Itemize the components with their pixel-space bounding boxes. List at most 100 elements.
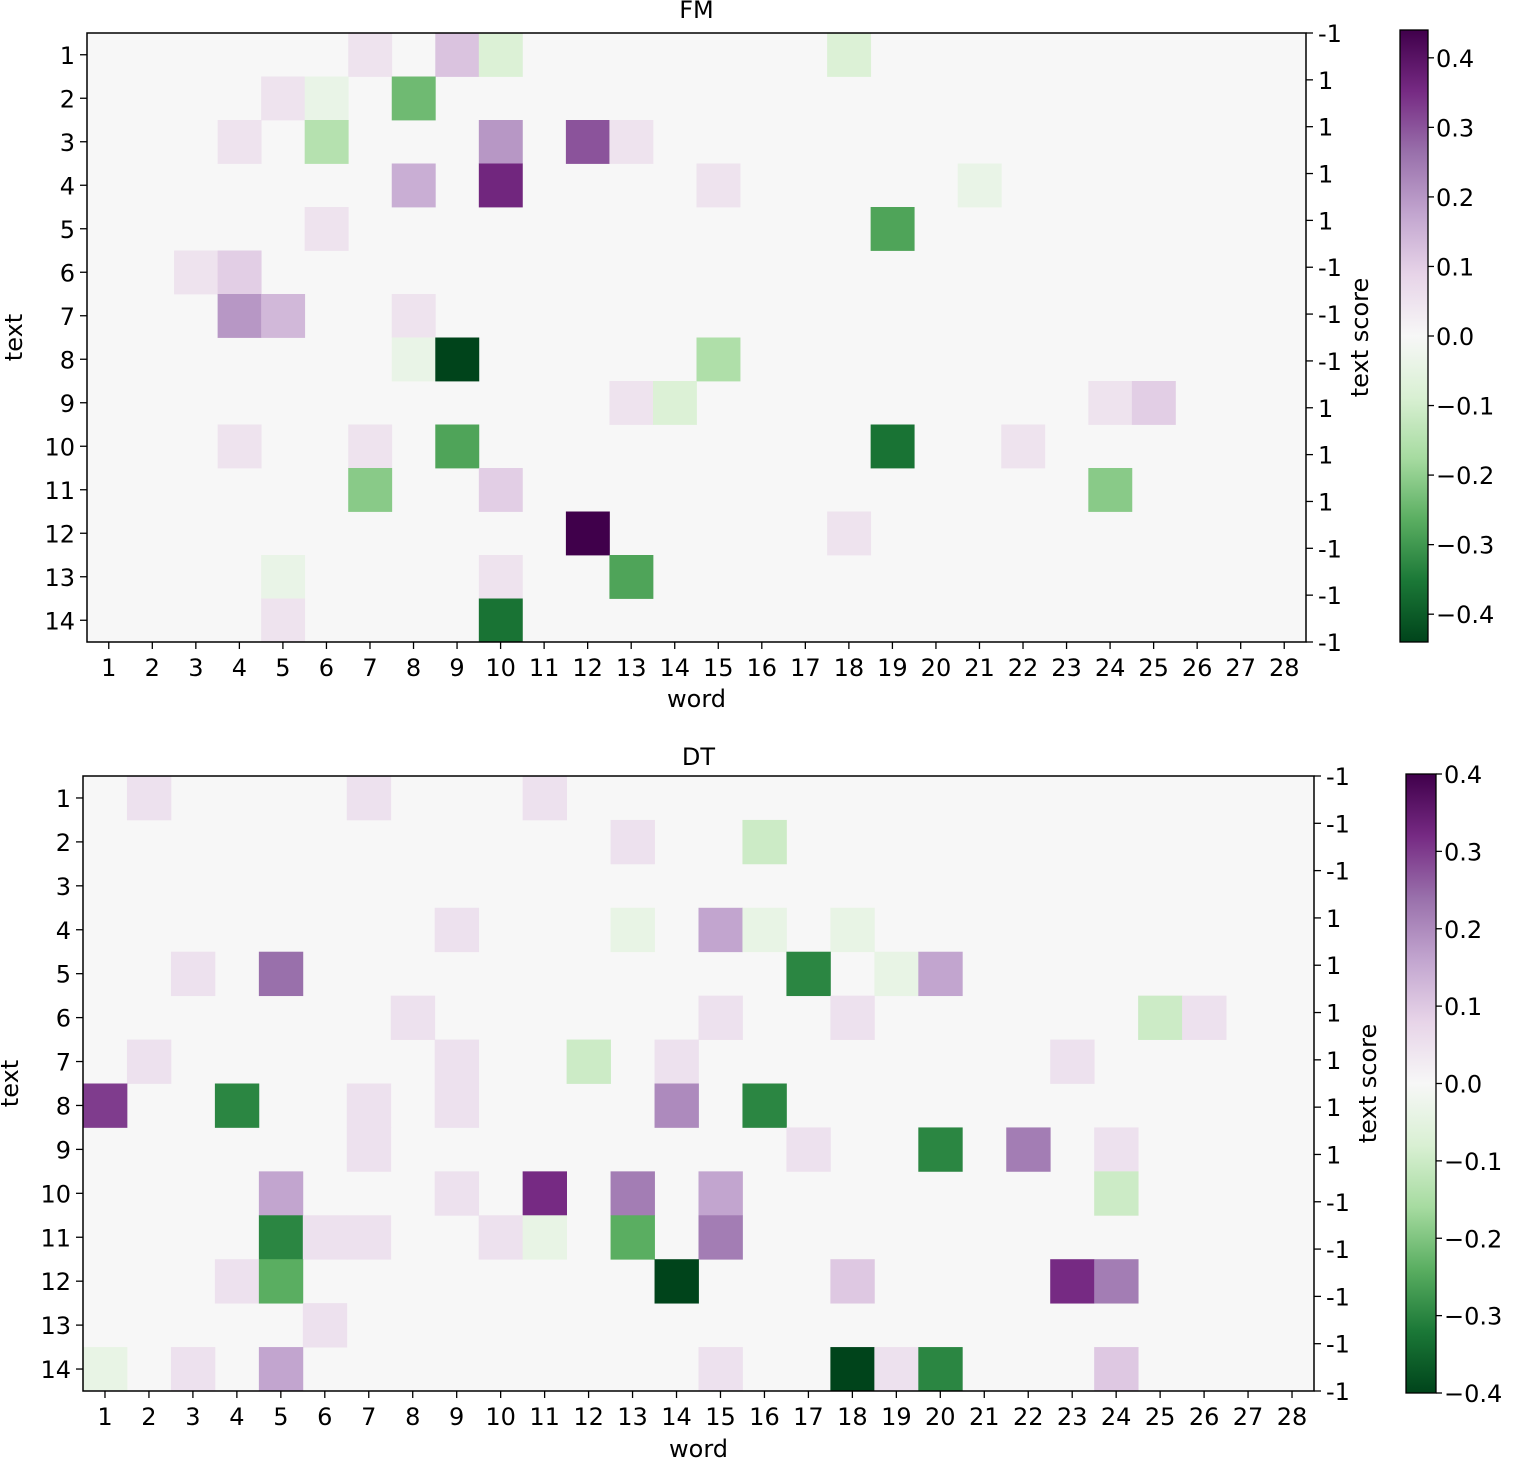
heatmap-cell — [258, 1347, 304, 1392]
text-score-label: 1 — [1318, 488, 1333, 516]
y-tick-label: 11 — [40, 1224, 71, 1252]
x-tick-label: 11 — [529, 654, 560, 682]
heatmap-cell — [304, 76, 349, 121]
x-tick-label: 24 — [1095, 654, 1126, 682]
heatmap-cell — [786, 1127, 831, 1172]
text-score-label: 1 — [1326, 1047, 1341, 1075]
heatmap-cell — [830, 1259, 875, 1304]
heatmap-cell — [698, 1171, 743, 1216]
heatmap-cell — [261, 294, 306, 338]
heatmap-cell — [610, 819, 655, 865]
text-score-label: -1 — [1326, 1331, 1350, 1359]
colorbar-tick-label: 0.3 — [1436, 114, 1474, 142]
x-tick-label: 7 — [361, 1403, 376, 1431]
heatmap-cell — [217, 250, 262, 295]
text-score-label: 1 — [1318, 395, 1333, 423]
heatmap-cell — [214, 1259, 260, 1304]
x-axis-label: word — [667, 685, 726, 713]
x-tick-label: 10 — [485, 1403, 516, 1431]
heatmap-cell — [742, 1083, 787, 1128]
y-tick-label: 9 — [56, 1136, 71, 1164]
y-tick-label: 10 — [44, 433, 75, 461]
x-tick-label: 1 — [97, 1403, 112, 1431]
colorbar-tick-label: 0.1 — [1436, 253, 1474, 281]
colorbar-tick-label: −0.2 — [1436, 462, 1494, 490]
y-tick-label: 9 — [60, 390, 75, 418]
heatmap-cell — [870, 207, 915, 251]
x-tick-label: 12 — [572, 654, 603, 682]
y-tick-label: 7 — [60, 303, 75, 331]
heatmap-cell — [170, 1347, 216, 1392]
heatmap-cell — [1138, 995, 1183, 1040]
chart-title: DT — [682, 743, 715, 771]
colorbar — [1399, 29, 1429, 643]
colorbar-tick-label: 0.3 — [1444, 838, 1482, 866]
heatmap-cell — [258, 1259, 304, 1304]
text-score-label: -1 — [1326, 1236, 1350, 1264]
x-tick-label: 6 — [317, 1403, 332, 1431]
heatmap-cell — [346, 1083, 392, 1128]
y-tick-label: 4 — [56, 917, 71, 945]
heatmap-cell — [698, 1215, 743, 1260]
x-tick-label: 26 — [1182, 654, 1213, 682]
text-score-label: 1 — [1318, 114, 1333, 142]
heatmap-panel-dt: DT1 2 3 4 5 6 7 8 9 10 11 12 13 14 15 16 17 18 19 20 21 22 23 2… — [0, 743, 1502, 1459]
heatmap-cell — [609, 555, 654, 599]
heatmap-cell — [391, 294, 436, 338]
heatmap-cell — [302, 1303, 348, 1348]
colorbar-tick-label: −0.1 — [1444, 1148, 1502, 1176]
heatmap-cell — [565, 120, 610, 164]
heatmap-cell — [1088, 381, 1133, 425]
heatmap-cell — [654, 1259, 699, 1304]
heatmap-cell — [346, 1215, 392, 1260]
x-tick-label: 1 — [101, 654, 116, 682]
heatmap-cell — [478, 1215, 524, 1260]
x-tick-label: 19 — [881, 1403, 912, 1431]
x-tick-label: 27 — [1225, 654, 1256, 682]
y-tick-label: 6 — [56, 1005, 71, 1033]
x-tick-label: 15 — [703, 654, 734, 682]
heatmap-cell — [874, 1347, 919, 1392]
x-axis-label: word — [669, 1435, 728, 1459]
y-tick-label: 8 — [60, 346, 75, 374]
heatmap-cell — [827, 33, 872, 77]
heatmap-cell — [830, 995, 875, 1040]
heatmap-cell — [391, 337, 436, 382]
heatmap-cell — [304, 207, 349, 251]
x-tick-label: 9 — [449, 1403, 464, 1431]
right-axis-label: text score — [1346, 278, 1374, 397]
text-score-label: -1 — [1326, 1283, 1350, 1311]
x-tick-label: 20 — [925, 1403, 956, 1431]
y-tick-label: 13 — [44, 564, 75, 592]
heatmap-cell — [390, 995, 436, 1040]
x-tick-label: 12 — [573, 1403, 604, 1431]
heatmap-cell — [348, 424, 393, 469]
heatmap-cell — [435, 33, 480, 77]
heatmap-cell — [522, 1171, 567, 1216]
heatmap-cell — [830, 907, 875, 953]
heatmap-cell — [434, 1083, 480, 1128]
y-tick-label: 11 — [44, 477, 75, 505]
right-axis-label: text score — [1354, 1024, 1382, 1143]
heatmap-cell — [1050, 1259, 1095, 1304]
colorbar-tick-label: 0.4 — [1444, 761, 1482, 789]
heatmap-cell — [830, 1347, 875, 1392]
heatmap-cell — [786, 951, 831, 997]
text-score-label: 1 — [1318, 161, 1333, 189]
heatmap-cell — [827, 511, 872, 556]
text-score-label: -1 — [1318, 535, 1342, 563]
heatmap-cell — [302, 1215, 348, 1260]
x-tick-label: 14 — [659, 654, 690, 682]
heatmap-cell — [742, 907, 787, 953]
y-tick-label: 1 — [60, 42, 75, 70]
text-score-label: -1 — [1326, 1378, 1350, 1406]
heatmap-cell — [1088, 468, 1133, 512]
y-axis-label: text — [0, 1060, 24, 1107]
heatmap-cell — [435, 424, 480, 469]
text-score-label: -1 — [1318, 301, 1342, 329]
heatmap-cell — [126, 776, 172, 821]
text-score-label: 1 — [1326, 1094, 1341, 1122]
heatmap-cell — [696, 163, 741, 208]
y-tick-label: 12 — [44, 520, 75, 548]
text-score-label: -1 — [1326, 810, 1350, 838]
